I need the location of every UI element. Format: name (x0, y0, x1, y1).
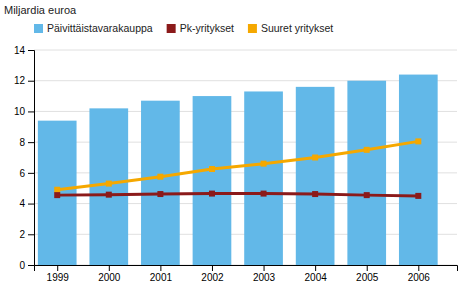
bar (38, 121, 77, 265)
tick: 4 (19, 198, 34, 209)
tick-mark (28, 50, 34, 51)
y-axis: 0 2 4 6 8 10 12 14 (14, 45, 35, 271)
grid-line (34, 80, 457, 81)
plot-area (38, 75, 438, 265)
tick-label: 4 (19, 198, 25, 209)
x-axis: 1999 2000 2001 2002 2003 2004 2005 2006 (35, 265, 458, 283)
tick: 2005 (356, 265, 379, 283)
tick-label: 2 (19, 229, 25, 240)
tick-mark (28, 234, 34, 235)
marker (157, 174, 163, 180)
tick-mark (367, 265, 368, 271)
tick-label: 2004 (305, 272, 328, 283)
marker (261, 191, 267, 197)
axis-line (35, 266, 458, 272)
tick-mark (315, 265, 316, 271)
legend-swatch (34, 24, 43, 33)
marker (415, 138, 421, 144)
legend-label: Päivittäistavarakauppa (47, 22, 153, 34)
legend-swatch (248, 24, 257, 33)
tick-label: 2003 (253, 272, 276, 283)
line-series (54, 191, 421, 199)
y-axis-label: Miljardia euroa (4, 4, 77, 16)
bar (141, 101, 180, 265)
marker (312, 191, 318, 197)
tick-mark (264, 265, 265, 271)
legend-item: Pk-yritykset (167, 22, 234, 34)
tick: 2 (19, 229, 34, 240)
tick-label: 10 (14, 106, 26, 117)
tick-label: 1999 (47, 272, 70, 283)
tick: 2002 (201, 265, 224, 283)
axis-line (28, 51, 35, 266)
tick-mark (109, 265, 110, 271)
tick-label: 12 (14, 75, 26, 86)
tick-label: 2002 (201, 272, 224, 283)
marker (364, 192, 370, 198)
tick-label: 8 (19, 137, 25, 148)
tick: 2006 (408, 265, 431, 283)
chart: 1999 2000 2001 2002 2003 2004 2005 2006 0 2 4 6 8 10 1… (0, 0, 469, 289)
tick-label: 14 (14, 45, 26, 56)
marker (106, 192, 112, 198)
marker (157, 191, 163, 197)
marker (106, 181, 112, 187)
tick-mark (160, 265, 161, 271)
tick-label: 2001 (150, 272, 173, 283)
tick-mark (418, 265, 419, 271)
bar (399, 75, 438, 265)
tick: 8 (19, 137, 34, 148)
bar (193, 96, 232, 265)
marker (209, 166, 215, 172)
bar (244, 91, 283, 265)
marker (209, 191, 215, 197)
tick-mark (28, 142, 34, 143)
bar-series (38, 75, 438, 265)
tick: 2000 (98, 265, 121, 283)
tick: 10 (14, 106, 34, 117)
tick-mark (28, 173, 34, 174)
tick-mark (212, 265, 213, 271)
tick-mark (28, 204, 34, 205)
tick-mark (28, 265, 34, 266)
tick-mark (57, 265, 58, 271)
grid (34, 50, 457, 265)
marker (54, 187, 60, 193)
marker (54, 192, 60, 198)
legend: Päivittäistavarakauppa Pk-yritykset Suuret… (34, 22, 333, 34)
tick: 0 (19, 260, 34, 271)
legend-swatch (167, 24, 176, 33)
tick: 12 (14, 75, 34, 86)
bar (296, 87, 335, 265)
legend-item: Suuret yritykset (248, 22, 333, 34)
tick: 2003 (253, 265, 276, 283)
tick-label: 6 (19, 168, 25, 179)
legend-label: Pk-yritykset (180, 22, 234, 34)
tick-label: 2000 (98, 272, 121, 283)
legend-label: Suuret yritykset (261, 22, 333, 34)
legend-item: Päivittäistavarakauppa (34, 22, 153, 34)
tick-mark (28, 111, 34, 112)
tick: 2001 (150, 265, 173, 283)
tick: 6 (19, 168, 34, 179)
marker (312, 155, 318, 161)
line (57, 141, 418, 189)
tick: 2004 (305, 265, 328, 283)
tick: 1999 (47, 265, 70, 283)
grid-line (34, 50, 457, 51)
tick-label: 0 (19, 260, 25, 271)
marker (261, 161, 267, 167)
tick-label: 2006 (408, 272, 431, 283)
bar (347, 81, 386, 265)
marker (364, 147, 370, 153)
tick-label: 2005 (356, 272, 379, 283)
line-series (54, 138, 421, 192)
marker (415, 193, 421, 199)
tick-mark (28, 81, 34, 82)
tick: 14 (14, 45, 34, 56)
